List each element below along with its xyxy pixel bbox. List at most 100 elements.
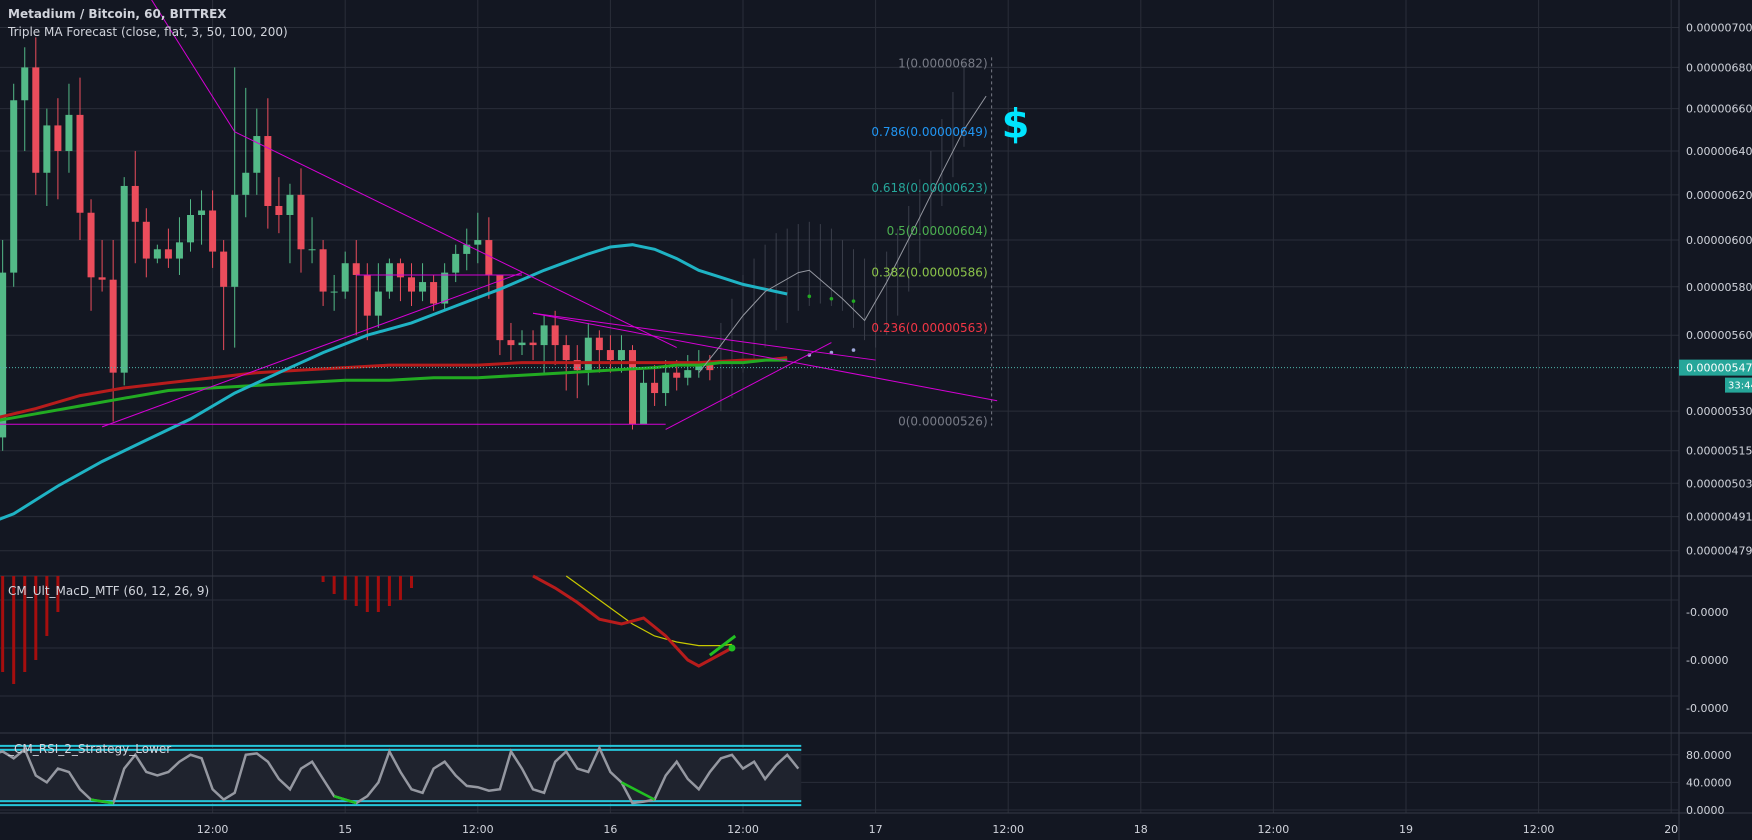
trendline [151,0,236,133]
candle-body [187,214,194,243]
macd-title: CM_Ult_MacD_MTF (60, 12, 26, 9) [8,584,210,598]
time-axis-label: 12:00 [462,823,494,836]
candle-body [32,67,40,173]
time-axis-label: 12:00 [992,823,1024,836]
rsi-oversold-segment [90,798,114,805]
price-axis-label: 0.00000640 [1686,145,1752,158]
trendline [101,272,523,428]
candle-body [573,360,581,371]
price-axis-label: 0.00000503 [1686,477,1752,490]
candle-body [43,125,51,173]
candle-body [551,325,559,346]
time-axis-label: 12:00 [197,823,229,836]
ma-fast-line [0,243,788,521]
macd-cross-segment [708,634,737,657]
candle-body [231,194,239,287]
countdown-label: 33:44 [1728,381,1752,392]
macd-histogram-bar [376,576,380,612]
candle-body [275,205,283,215]
candle-body [352,263,360,275]
candle-body [385,263,393,292]
forecast-path-line [698,95,987,374]
candle-body [76,114,84,213]
time-axis-label: 16 [603,823,617,836]
rsi-title: _CM_RSI_2_Strategy_Lower [8,742,172,756]
candle-body [153,249,161,259]
ma-forecast-dot [851,299,856,303]
macd-axis-label: -0.0000 [1686,606,1728,619]
trendline [234,131,677,349]
candle-body [242,172,250,195]
fib-level-label: 0.5(0.00000604) [887,224,988,238]
candle-body [65,114,73,152]
candle-body [363,274,371,316]
price-axis-label: 0.00000620 [1686,189,1752,202]
trendline [532,312,998,402]
fib-level-label: 0.236(0.00000563) [871,321,987,335]
candle-body [175,242,183,259]
candle-body [496,274,504,341]
candle-body [408,277,415,292]
candle-body [606,350,614,361]
time-axis-label: 19 [1399,823,1413,836]
macd-histogram-bar [387,576,391,606]
fib-level-label: 0.382(0.00000586) [871,266,987,280]
fib-level-label: 0.786(0.00000649) [871,125,987,139]
candle-body [319,249,327,292]
dollar-annotation: $ [1002,101,1030,147]
price-axis-label: 0.00000680 [1686,61,1752,74]
candle-body [485,240,493,275]
candle-body [142,221,150,259]
candle-body [209,210,217,252]
candle-body [430,282,438,304]
last-price-label: 0.00000547 [1686,362,1752,375]
fib-level-label: 0.618(0.00000623) [871,181,987,195]
countdown-badge [1725,377,1752,393]
candle-body [341,263,349,292]
time-axis-label: 20 [1664,823,1678,836]
price-axis-label: 0.00000515 [1686,445,1752,458]
candle-body [330,291,338,293]
macd-axis-label: -0.0000 [1686,702,1728,715]
candle-body [595,337,603,351]
candle-body [419,282,427,292]
macd-signal-line [565,575,733,647]
macd-cross-dot [728,644,736,652]
time-axis-label: 12:00 [1523,823,1555,836]
rsi-oversold-segment [333,795,357,805]
candle-body [253,136,261,173]
candle-body [164,249,172,259]
candle-body [684,370,692,378]
candle-body [396,263,404,278]
candle-body [651,382,659,394]
candle-body [463,244,471,254]
trendline [665,342,832,430]
candle-body [452,253,460,273]
macd-histogram-bar [398,576,402,600]
macd-axis-label: -0.0000 [1686,654,1728,667]
macd-histogram-bar [23,576,27,672]
candle-body [617,350,625,361]
time-axis-label: 12:00 [727,823,759,836]
candle-body [0,272,7,438]
indicator-title: Triple MA Forecast (close, flat, 3, 50, … [8,25,288,39]
ma-forecast-dot [851,348,856,352]
time-axis-label: 15 [338,823,352,836]
candle-body [584,337,592,371]
candle-body [264,136,272,206]
price-axis-label: 0.00000479 [1686,545,1752,558]
ma-forecast-dot [807,294,812,299]
candle-body [131,185,139,222]
time-axis-label: 18 [1134,823,1148,836]
macd-histogram-bar [56,576,60,612]
rsi-line [0,744,800,805]
fib-level-label: 0(0.00000526) [898,415,988,429]
macd-histogram-bar [321,576,325,582]
price-axis-label: 0.00000491 [1686,511,1752,524]
candle-body [10,100,18,273]
macd-histogram-bar [410,576,413,588]
price-axis-label: 0.00000660 [1686,103,1752,116]
trendline [532,312,876,361]
macd-histogram-bar [354,576,358,606]
